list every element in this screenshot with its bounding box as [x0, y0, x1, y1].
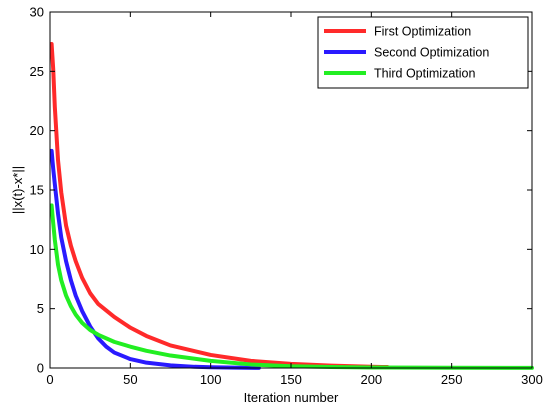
y-tick-label: 30 [30, 5, 44, 20]
x-tick-label: 150 [280, 372, 302, 387]
x-tick-label: 200 [360, 372, 382, 387]
legend-label: First Optimization [374, 25, 471, 39]
x-tick-label: 50 [123, 372, 137, 387]
series-line-1 [49, 42, 390, 370]
y-axis-label: ||x(t)-x*|| [10, 166, 25, 214]
axes-ticks: 0 50 100 150 200 250 300 0 5 10 15 20 25 30 [30, 5, 543, 388]
x-tick-label: 250 [441, 372, 463, 387]
legend-label: Second Optimization [374, 46, 489, 60]
y-tick-label: 25 [30, 64, 44, 79]
series-line-3 [49, 203, 534, 370]
y-tick-label: 10 [30, 242, 44, 257]
x-axis-label: Iteration number [244, 390, 339, 405]
x-tick-label: 100 [200, 372, 222, 387]
y-tick-label: 0 [37, 361, 44, 376]
y-tick-label: 15 [30, 183, 44, 198]
plot-area [49, 42, 534, 370]
series-line-2 [49, 148, 261, 370]
legend-label: Third Optimization [374, 67, 475, 81]
y-tick-label: 20 [30, 123, 44, 138]
x-tick-label: 0 [46, 372, 53, 387]
legend: First Optimization Second Optimization Thi… [317, 16, 529, 89]
y-tick-label: 5 [37, 301, 44, 316]
x-tick-label: 300 [521, 372, 543, 387]
